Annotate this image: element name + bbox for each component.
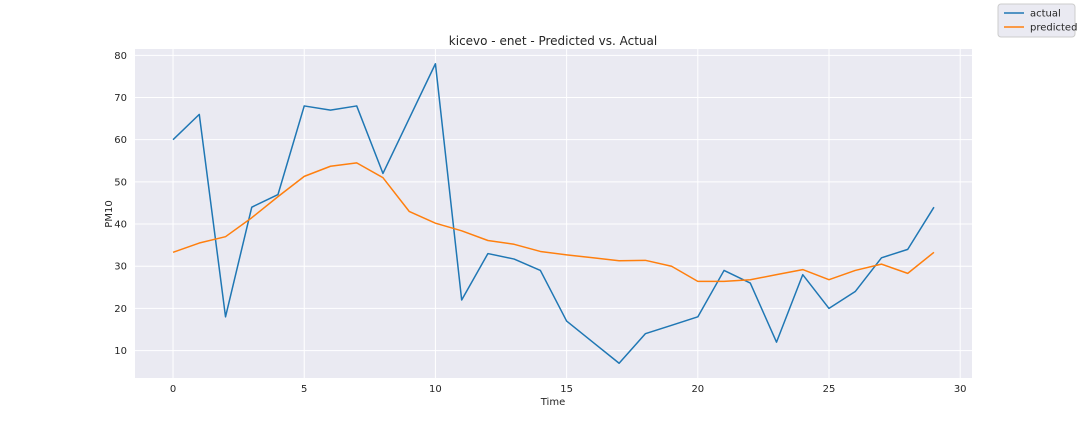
plot-background [135, 49, 972, 378]
y-tick-label: 60 [114, 135, 127, 146]
y-axis-label: PM10 [104, 200, 115, 227]
series-lines [172, 63, 935, 364]
x-axis-label: Time [540, 397, 565, 408]
y-tick-labels: 10 20 30 40 50 60 70 80 [114, 51, 127, 357]
y-tick-label: 80 [114, 51, 127, 62]
chart-title: kicevo - enet - Predicted vs. Actual [449, 34, 657, 48]
series-line-predicted [172, 162, 935, 283]
x-tick-label: 30 [954, 384, 967, 395]
legend-predicted-label: predicted [1030, 23, 1077, 34]
x-tick-labels: 0 5 10 15 20 25 30 [170, 384, 967, 395]
y-tick-label: 10 [114, 346, 127, 357]
y-tick-label: 70 [114, 93, 127, 104]
legend-actual-label: actual [1030, 9, 1061, 20]
x-tick-label: 0 [170, 384, 176, 395]
x-tick-label: 25 [823, 384, 836, 395]
grid-lines [135, 49, 972, 378]
x-tick-label: 15 [560, 384, 573, 395]
y-tick-label: 30 [114, 262, 127, 273]
series-line-actual [172, 63, 935, 364]
y-tick-label: 20 [114, 304, 127, 315]
y-tick-label: 50 [114, 177, 127, 188]
x-tick-label: 20 [691, 384, 704, 395]
legend: actual predicted [997, 3, 1077, 38]
x-tick-label: 10 [429, 384, 442, 395]
y-tick-label: 40 [114, 220, 127, 231]
x-tick-label: 5 [301, 384, 307, 395]
